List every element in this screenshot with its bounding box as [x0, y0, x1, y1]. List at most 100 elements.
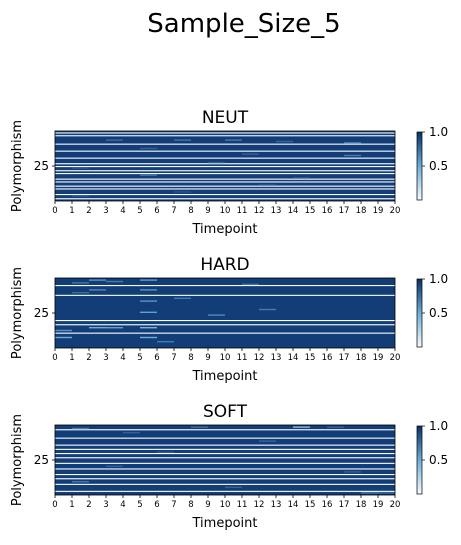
- heatmap-cell: [242, 283, 259, 285]
- heatmap-cell: [106, 327, 123, 329]
- y-tick-label: 25: [34, 159, 49, 173]
- heatmap-low-row: [55, 490, 395, 492]
- x-tick-label: 10: [220, 206, 231, 216]
- x-tick-label: 16: [322, 353, 333, 363]
- heatmap-cell: [72, 481, 89, 483]
- heatmap-cell: [259, 308, 276, 311]
- x-tick-label: 19: [373, 206, 384, 216]
- x-tick-label: 17: [339, 500, 350, 510]
- heatmap-low-row: [55, 285, 395, 287]
- x-axis-label: Timepoint: [192, 222, 258, 237]
- heatmap-low-row: [55, 294, 395, 296]
- heatmap-low-row: [55, 448, 395, 450]
- x-tick-label: 17: [339, 353, 350, 363]
- x-tick-label: 13: [271, 353, 282, 363]
- figure-title: Sample_Size_5: [147, 9, 340, 39]
- x-tick-label: 0: [52, 500, 57, 510]
- x-tick-label: 17: [339, 206, 350, 216]
- colorbar-tick-label: 0.5: [429, 453, 448, 467]
- x-tick-label: 13: [271, 500, 282, 510]
- heatmap-low-row: [55, 135, 395, 137]
- x-tick-label: 20: [390, 353, 401, 363]
- heatmap-cell: [89, 327, 106, 329]
- colorbar-tick-label: 0.5: [429, 306, 448, 320]
- heatmap-low-row: [55, 324, 395, 326]
- x-tick-label: 12: [254, 353, 265, 363]
- heatmap-low-row: [55, 132, 395, 134]
- x-tick-label: 19: [373, 500, 384, 510]
- heatmap-low-row: [55, 178, 395, 180]
- x-tick-label: 9: [205, 206, 210, 216]
- heatmap-cell: [327, 426, 344, 428]
- colorbar-tick-label: 0.5: [429, 159, 448, 173]
- x-tick-label: 8: [188, 500, 193, 510]
- colorbar: [416, 131, 423, 201]
- heatmap-cell: [208, 161, 225, 164]
- x-tick-label: 5: [137, 206, 142, 216]
- heatmap-cell: [157, 451, 174, 453]
- x-tick-label: 15: [305, 206, 316, 216]
- heatmap-cell: [72, 167, 89, 169]
- heatmap-low-row: [55, 437, 395, 439]
- x-tick-label: 1: [69, 206, 74, 216]
- colorbar-tick-label: 1.0: [429, 272, 448, 286]
- heatmap-cell: [361, 492, 378, 494]
- x-tick-label: 12: [254, 206, 265, 216]
- y-tick-label: 25: [34, 453, 49, 467]
- panel-title: NEUT: [202, 108, 249, 128]
- x-tick-label: 5: [137, 353, 142, 363]
- heatmap-cell: [293, 177, 310, 179]
- heatmap-cell: [344, 471, 361, 473]
- heatmap-low-row: [55, 173, 395, 175]
- heatmap-low-row: [55, 166, 395, 168]
- heatmap-low-row: [55, 429, 395, 431]
- x-tick-label: 3: [103, 500, 108, 510]
- heatmap-cell: [140, 327, 157, 329]
- x-tick-label: 8: [188, 206, 193, 216]
- x-axis-label: Timepoint: [192, 516, 258, 531]
- x-axis-label: Timepoint: [192, 369, 258, 384]
- x-tick-label: 6: [154, 206, 159, 216]
- x-tick-label: 3: [103, 206, 108, 216]
- x-tick-label: 20: [390, 500, 401, 510]
- heatmap-cell: [140, 336, 157, 339]
- x-tick-label: 13: [271, 206, 282, 216]
- heatmap-low-row: [55, 143, 395, 145]
- x-tick-label: 14: [288, 206, 299, 216]
- heatmap-cell: [140, 147, 157, 150]
- heatmap-cell: [72, 282, 89, 284]
- x-tick-label: 7: [171, 500, 176, 510]
- heatmap-low-row: [55, 478, 395, 480]
- y-tick-label: 25: [34, 306, 49, 320]
- heatmap-cell: [106, 139, 123, 141]
- heatmap-low-row: [55, 157, 395, 159]
- x-tick-label: 14: [288, 353, 299, 363]
- heatmap-low-row: [55, 185, 395, 187]
- heatmap-cell: [72, 427, 89, 430]
- colorbar: [416, 278, 423, 348]
- heatmap-cell: [55, 329, 72, 332]
- x-tick-label: 12: [254, 500, 265, 510]
- x-tick-label: 7: [171, 353, 176, 363]
- x-tick-label: 15: [305, 353, 316, 363]
- x-tick-label: 4: [120, 206, 125, 216]
- heatmap-low-row: [55, 474, 395, 476]
- heatmap-low-row: [55, 188, 395, 190]
- heatmap-cell: [225, 139, 242, 141]
- heatmap-low-row: [55, 444, 395, 446]
- x-tick-label: 9: [205, 353, 210, 363]
- x-tick-label: 14: [288, 500, 299, 510]
- heatmap-low-row: [55, 320, 395, 322]
- x-tick-label: 0: [52, 206, 57, 216]
- y-axis-label: Polymorphism: [10, 267, 25, 359]
- x-tick-label: 4: [120, 353, 125, 363]
- x-tick-label: 7: [171, 206, 176, 216]
- x-tick-label: 1: [69, 353, 74, 363]
- heatmap-cell: [140, 174, 157, 176]
- y-axis-label: Polymorphism: [10, 414, 25, 506]
- x-tick-label: 15: [305, 500, 316, 510]
- heatmap-cell: [140, 311, 157, 313]
